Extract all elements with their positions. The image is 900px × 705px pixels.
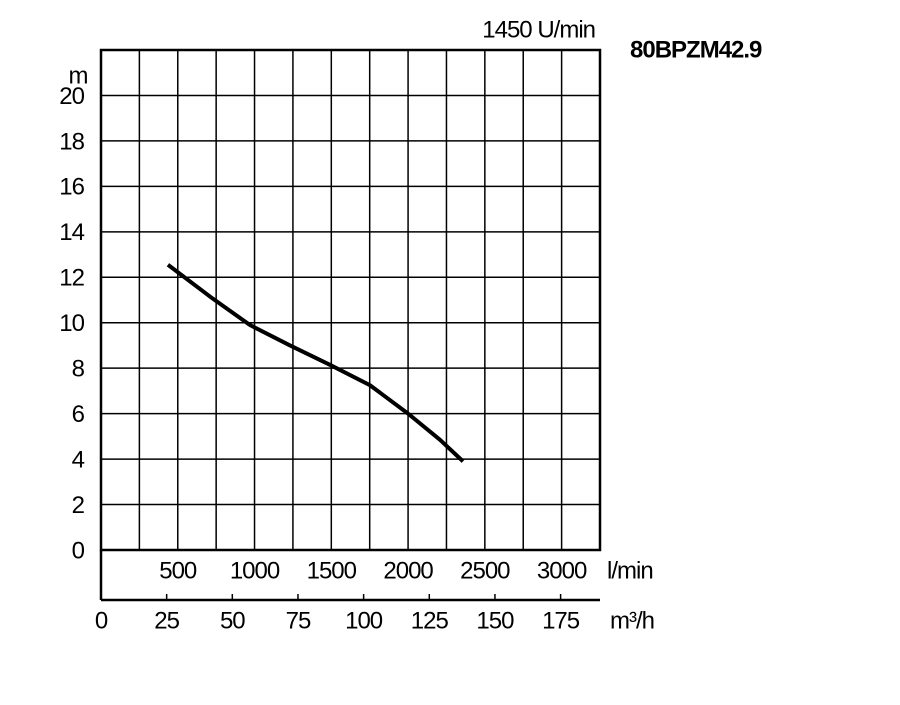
y-tick-label: 18 <box>59 128 84 155</box>
y-tick-label: 2 <box>72 492 85 519</box>
x-tick-label: 500 <box>159 557 197 584</box>
y-axis-label: m <box>69 62 88 89</box>
x2-tick-label: 25 <box>154 607 179 634</box>
chart-subtitle: 1450 U/min <box>482 16 595 43</box>
plot-frame <box>99 48 602 552</box>
chart-title: 80BPZM42.9 <box>630 36 762 63</box>
x-axis-label: l/min <box>607 557 653 584</box>
y-tick-label: 20 <box>59 83 84 110</box>
x-tick-label: 2500 <box>460 557 510 584</box>
y-tick-label: 12 <box>59 265 84 292</box>
y-tick-label: 0 <box>72 537 85 564</box>
y-tick-label: 10 <box>59 310 84 337</box>
y-tick-label: 6 <box>72 401 85 428</box>
x2-axis-label: m³/h <box>610 607 654 634</box>
x-tick-label: 1500 <box>307 557 357 584</box>
x2-tick-label: 175 <box>542 607 580 634</box>
y-tick-label: 8 <box>72 356 85 383</box>
x2-tick-label: 100 <box>345 607 383 634</box>
x-tick-label: 3000 <box>537 557 587 584</box>
x2-tick-label: 150 <box>476 607 514 634</box>
x2-tick-label: 50 <box>220 607 245 634</box>
x-tick-label: 2000 <box>383 557 433 584</box>
y-tick-label: 14 <box>59 219 84 246</box>
y-tick-label: 4 <box>72 446 85 473</box>
x2-tick-label: 0 <box>95 607 108 634</box>
pump-curve <box>166 263 465 463</box>
x2-tick-label: 125 <box>411 607 449 634</box>
x-tick-label: 1000 <box>230 557 280 584</box>
y-tick-label: 16 <box>59 174 84 201</box>
x2-tick-label: 75 <box>286 607 311 634</box>
